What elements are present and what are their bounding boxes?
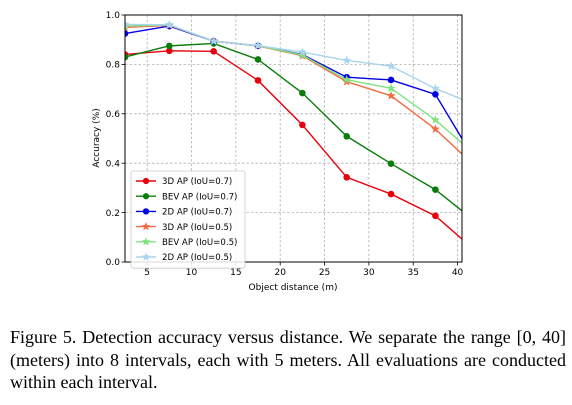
legend-marker <box>141 252 151 261</box>
y-tick-label: 0.8 <box>106 61 121 71</box>
y-tick-label: 0.4 <box>106 159 121 169</box>
data-point <box>430 83 441 93</box>
caption-line-2: range [0, 40] (meters) into 8 intervals,… <box>10 327 566 370</box>
x-tick-label: 15 <box>230 268 241 278</box>
legend-box <box>130 170 246 269</box>
data-point <box>387 76 395 84</box>
legend-item: BEV AP (IoU=0.5) <box>136 237 237 248</box>
legend-marker <box>142 208 150 215</box>
data-point <box>254 77 262 84</box>
legend-marker <box>141 237 151 246</box>
caption-line-3: evaluations are conducted within each in… <box>10 349 566 393</box>
data-point <box>432 212 439 220</box>
data-point <box>386 83 396 93</box>
y-tick-label: 1.0 <box>106 11 121 21</box>
data-point <box>386 90 396 100</box>
data-point <box>430 115 441 124</box>
data-point <box>476 102 484 110</box>
legend-label: 2D AP (IoU=0.5) <box>162 253 232 263</box>
caption-line-1: Figure 5. Detection accuracy versus dist… <box>10 327 465 347</box>
legend-marker <box>141 221 151 231</box>
data-point <box>210 48 217 55</box>
data-point <box>297 47 308 56</box>
legend-item: 3D AP (IoU=0.5) <box>136 221 232 233</box>
legend-label: 2D AP (IoU=0.7) <box>162 208 232 218</box>
data-point <box>299 121 306 129</box>
legend-label: 3D AP (IoU=0.7) <box>162 177 232 187</box>
data-point <box>254 56 262 63</box>
data-point <box>342 74 352 84</box>
series-line <box>125 24 462 155</box>
data-point <box>299 89 306 97</box>
data-point <box>125 19 130 29</box>
series-4 <box>125 20 484 174</box>
x-tick-label: 5 <box>144 268 150 278</box>
x-tick-label: 30 <box>363 268 375 278</box>
x-tick-label: 25 <box>319 268 330 278</box>
data-point <box>342 55 352 65</box>
y-tick-label: 0.6 <box>106 110 121 120</box>
series-layer <box>125 19 484 258</box>
data-point <box>432 90 439 98</box>
line-chart: 5 10 15 20 25 30 35 40 0.0 0.2 0.4 0.6 0.8 1.0 Object… <box>92 11 484 293</box>
legend-label: 3D AP (IoU=0.5) <box>162 223 232 233</box>
legend-label: BEV AP (IoU=0.5) <box>162 238 237 248</box>
x-tick-label: 40 <box>452 268 464 278</box>
data-point <box>209 36 219 46</box>
data-point <box>343 173 351 181</box>
data-point <box>386 61 396 71</box>
data-point <box>430 124 441 134</box>
y-tick-label: 0.2 <box>106 209 120 219</box>
legend-item: BEV AP (IoU=0.7) <box>136 192 237 202</box>
legend-label: BEV AP (IoU=0.7) <box>162 192 237 202</box>
data-point <box>253 40 263 50</box>
axis-ticks: 5 10 15 20 25 30 35 40 0.0 0.2 0.4 0.6 0.8 1.0 <box>106 11 464 278</box>
data-point <box>387 190 395 198</box>
y-axis-label: Accuracy (%) <box>92 108 102 168</box>
data-point <box>125 53 129 61</box>
data-point <box>476 251 483 258</box>
data-point <box>387 160 395 167</box>
x-tick-label: 10 <box>186 268 198 278</box>
legend-marker <box>142 193 150 200</box>
y-tick-label: 0.0 <box>106 258 121 268</box>
data-point <box>343 132 351 140</box>
data-point <box>166 42 173 50</box>
legend-item: 3D AP (IoU=0.7) <box>136 177 232 187</box>
legend-marker <box>142 177 150 185</box>
series-6 <box>125 19 484 110</box>
data-point <box>125 30 129 37</box>
plot-frame <box>124 14 463 263</box>
data-point <box>166 47 173 55</box>
data-point <box>476 165 483 172</box>
data-point <box>297 50 308 59</box>
legend-item: 2D AP (IoU=0.5) <box>136 252 232 263</box>
figure-caption: Figure 5. Detection accuracy versus dist… <box>10 326 566 394</box>
x-tick-label: 20 <box>274 268 286 278</box>
data-point <box>476 222 483 229</box>
data-point <box>164 20 174 29</box>
x-tick-label: 35 <box>407 268 418 278</box>
x-axis-label: Object distance (m) <box>249 283 338 293</box>
data-point <box>432 186 439 193</box>
data-point <box>476 154 484 162</box>
data-point <box>476 166 484 174</box>
legend: 3D AP (IoU=0.7) BEV AP (IoU=0.7) 2D AP (Io… <box>130 170 246 269</box>
legend-item: 2D AP (IoU=0.7) <box>136 208 232 218</box>
